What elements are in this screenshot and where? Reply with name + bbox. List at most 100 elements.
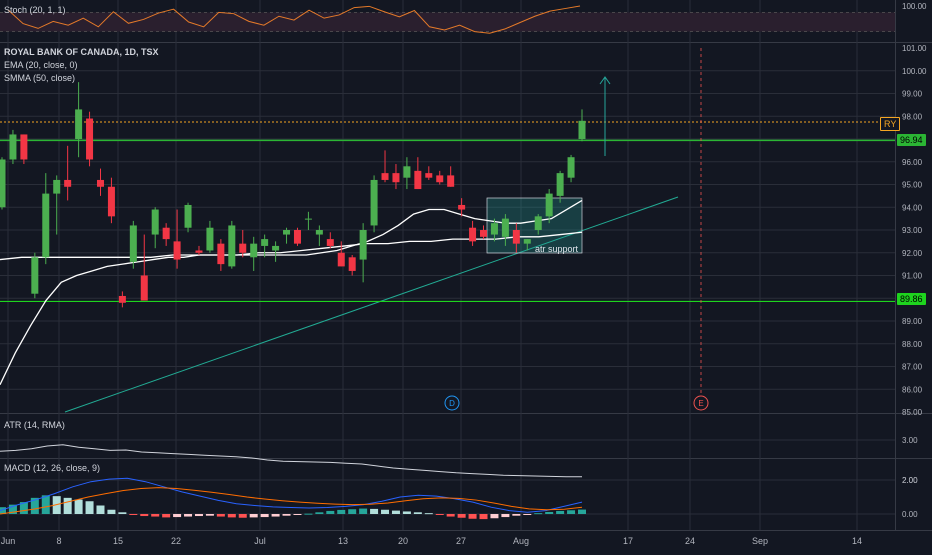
candle-body: [447, 175, 455, 187]
macd-histogram-bar: [216, 514, 225, 517]
macd-histogram-bar: [512, 514, 521, 516]
macd-histogram-bar: [151, 514, 160, 517]
macd-histogram-bar: [194, 514, 203, 517]
x-tick-label: Jul: [254, 536, 266, 546]
candle-body: [140, 275, 148, 301]
stoch-line: [7, 5, 581, 34]
smma-line: [0, 231, 583, 261]
macd-histogram-bar: [129, 514, 138, 515]
x-tick-label: Jun: [1, 536, 16, 546]
macd-histogram-bar: [107, 509, 116, 514]
y-tick-label: 86.00: [902, 385, 923, 394]
candle-body: [293, 230, 301, 244]
macd-histogram-bar: [205, 514, 214, 516]
candle-body: [42, 193, 50, 258]
candle-body: [20, 134, 28, 160]
candle-body: [567, 157, 575, 178]
y-tick-label: 99.00: [902, 90, 923, 99]
macd-histogram-bar: [118, 512, 127, 514]
candle-body: [326, 239, 334, 246]
candle-body: [545, 193, 553, 217]
candle-body: [0, 159, 6, 208]
candle-body: [162, 227, 170, 240]
x-tick-label: 20: [398, 536, 408, 546]
candle-body: [469, 227, 477, 242]
candle-body: [118, 295, 126, 303]
y-tick-label: 91.00: [902, 272, 923, 281]
macd-histogram-bar: [567, 510, 576, 514]
macd-histogram-bar: [326, 510, 335, 514]
candle-body: [75, 109, 83, 139]
macd-histogram-bar: [173, 514, 182, 518]
projection-arrow-head: [599, 76, 611, 85]
ema-line: [0, 199, 583, 385]
macd-histogram-bar: [85, 501, 94, 514]
macd-histogram-bar: [556, 510, 565, 514]
macd-histogram-bar: [0, 507, 6, 514]
ticker-tag: RY: [880, 117, 901, 131]
legend-smma: SMMA (50, close): [4, 73, 76, 83]
y-tick-label: 87.00: [902, 363, 923, 372]
candle-body: [381, 173, 389, 180]
macd-histogram-bar: [468, 514, 477, 519]
macd-histogram-bar: [63, 497, 72, 514]
macd-histogram-bar: [184, 514, 193, 517]
y-tick-label: 94.00: [902, 203, 923, 212]
candle-body: [436, 175, 444, 183]
x-tick-label: 15: [113, 536, 123, 546]
macd-histogram-bar: [523, 514, 532, 515]
candle-body: [480, 230, 488, 237]
macd-histogram-bar: [391, 510, 400, 514]
candle-body: [239, 243, 247, 253]
level-tag-lower: 89.86: [897, 293, 926, 305]
macd-histogram-bar: [348, 509, 357, 514]
macd-histogram-bar: [8, 504, 17, 514]
candle-body: [107, 186, 115, 217]
x-tick-label: Aug: [513, 536, 529, 546]
candle-body: [578, 120, 586, 139]
x-tick-label: Sep: [752, 536, 768, 546]
candle-body: [490, 223, 498, 235]
macd-histogram-bar: [501, 514, 510, 518]
candle-body: [151, 209, 159, 235]
macd-histogram-bar: [293, 514, 302, 515]
x-tick-label: 13: [338, 536, 348, 546]
x-tick-label: 17: [623, 536, 633, 546]
macd-histogram-bar: [424, 513, 433, 515]
macd-title: MACD (12, 26, close, 9): [4, 463, 101, 473]
price-title: ROYAL BANK OF CANADA, 1D, TSX: [4, 47, 159, 57]
candle-body: [414, 170, 422, 190]
x-tick-label: 22: [171, 536, 181, 546]
macd-histogram-bar: [271, 514, 280, 517]
macd-histogram-bar: [140, 514, 149, 517]
event-marker-dividend-label: D: [449, 399, 455, 408]
candle-body: [501, 218, 509, 237]
macd-histogram-bar: [19, 502, 28, 514]
macd-histogram-bar: [413, 512, 422, 514]
macd-histogram-bar: [479, 514, 488, 520]
x-tick-label: 24: [685, 536, 695, 546]
macd-histogram-bar: [578, 509, 586, 514]
y-tick-label: 101.00: [902, 44, 927, 53]
candle-body: [261, 239, 269, 246]
event-marker-dividend: [444, 395, 460, 411]
candle-body: [523, 239, 531, 244]
macd-histogram-bar: [370, 508, 379, 514]
y-tick-label: 95.00: [902, 181, 923, 190]
macd-histogram-bar: [534, 513, 543, 515]
y-tick-label: 96.00: [902, 158, 923, 167]
candle-body: [359, 230, 367, 260]
candle-body: [53, 179, 61, 194]
atr-title: ATR (14, RMA): [4, 420, 65, 430]
macd-histogram-bar: [337, 509, 346, 514]
y-tick-label: 100.00: [902, 67, 927, 76]
macd-line: [0, 477, 583, 513]
candle-body: [217, 243, 225, 265]
atr-line: [0, 444, 582, 478]
y-tick-label: 92.00: [902, 249, 923, 258]
y-tick-label: 98.00: [902, 112, 923, 121]
candle-body: [283, 230, 291, 235]
macd-histogram-bar: [359, 508, 368, 514]
